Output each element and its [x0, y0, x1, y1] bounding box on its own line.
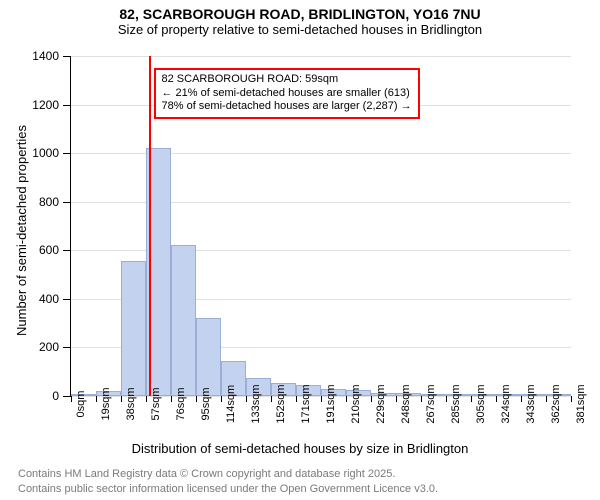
xtick-label: 229sqm — [375, 384, 387, 423]
ytick-label: 200 — [39, 340, 59, 354]
xtick — [171, 396, 172, 402]
xtick — [321, 396, 322, 402]
xtick — [421, 396, 422, 402]
annotation-line2: ← 21% of semi-detached houses are smalle… — [162, 87, 412, 101]
xtick — [371, 396, 372, 402]
xtick — [221, 396, 222, 402]
chart-container: 82, SCARBOROUGH ROAD, BRIDLINGTON, YO16 … — [0, 0, 600, 500]
xtick-label: 114sqm — [225, 385, 237, 423]
xtick-label: 95sqm — [200, 387, 212, 420]
footer-line2: Contains public sector information licen… — [18, 482, 438, 496]
x-axis-label: Distribution of semi-detached houses by … — [0, 441, 600, 456]
xtick — [246, 396, 247, 402]
ytick — [63, 202, 71, 203]
xtick-label: 171sqm — [300, 384, 312, 423]
xtick — [496, 396, 497, 402]
xtick-label: 19sqm — [100, 387, 112, 420]
xtick-label: 381sqm — [575, 384, 587, 423]
xtick-label: 76sqm — [175, 387, 187, 420]
xtick — [446, 396, 447, 402]
xtick-label: 343sqm — [525, 384, 537, 423]
xtick-label: 57sqm — [150, 387, 162, 420]
ytick — [63, 105, 71, 106]
xtick-label: 38sqm — [125, 387, 137, 420]
ytick — [63, 299, 71, 300]
xtick-label: 324sqm — [500, 384, 512, 423]
footer-credits: Contains HM Land Registry data © Crown c… — [18, 467, 438, 496]
xtick — [271, 396, 272, 402]
xtick — [96, 396, 97, 402]
ytick-label: 800 — [39, 195, 59, 209]
xtick — [521, 396, 522, 402]
xtick — [146, 396, 147, 402]
ytick-label: 600 — [39, 243, 59, 257]
property-marker-line — [149, 56, 151, 396]
gridline — [71, 56, 571, 57]
footer-line1: Contains HM Land Registry data © Crown c… — [18, 467, 438, 481]
xtick — [196, 396, 197, 402]
xtick-label: 362sqm — [550, 384, 562, 423]
xtick-label: 210sqm — [350, 384, 362, 423]
ytick-label: 400 — [39, 292, 59, 306]
ytick — [63, 153, 71, 154]
ytick — [63, 396, 71, 397]
xtick-label: 191sqm — [325, 384, 337, 423]
histogram-bar — [196, 318, 221, 396]
xtick-label: 248sqm — [400, 384, 412, 423]
xtick — [546, 396, 547, 402]
chart-title: 82, SCARBOROUGH ROAD, BRIDLINGTON, YO16 … — [0, 0, 600, 22]
xtick — [296, 396, 297, 402]
annotation-line3: 78% of semi-detached houses are larger (… — [162, 100, 412, 114]
ytick — [63, 250, 71, 251]
annotation-line1: 82 SCARBOROUGH ROAD: 59sqm — [162, 73, 412, 87]
ytick-label: 1200 — [32, 98, 59, 112]
y-axis-label: Number of semi-detached properties — [14, 125, 29, 336]
ytick-label: 1400 — [32, 49, 59, 63]
ytick — [63, 56, 71, 57]
plot-area: 82 SCARBOROUGH ROAD: 59sqm ← 21% of semi… — [70, 56, 571, 397]
marker-annotation: 82 SCARBOROUGH ROAD: 59sqm ← 21% of semi… — [154, 68, 420, 119]
xtick — [121, 396, 122, 402]
xtick — [396, 396, 397, 402]
ytick-label: 1000 — [32, 146, 59, 160]
xtick-label: 285sqm — [450, 384, 462, 423]
xtick-label: 152sqm — [275, 384, 287, 423]
xtick-label: 267sqm — [425, 384, 437, 423]
histogram-bar — [121, 261, 146, 396]
xtick-label: 305sqm — [475, 384, 487, 423]
ytick — [63, 347, 71, 348]
xtick — [471, 396, 472, 402]
xtick-label: 0sqm — [75, 391, 87, 418]
histogram-bar — [171, 245, 196, 396]
xtick — [71, 396, 72, 402]
xtick — [571, 396, 572, 402]
xtick-label: 133sqm — [250, 384, 262, 423]
ytick-label: 0 — [52, 389, 59, 403]
chart-subtitle: Size of property relative to semi-detach… — [0, 22, 600, 41]
xtick — [346, 396, 347, 402]
